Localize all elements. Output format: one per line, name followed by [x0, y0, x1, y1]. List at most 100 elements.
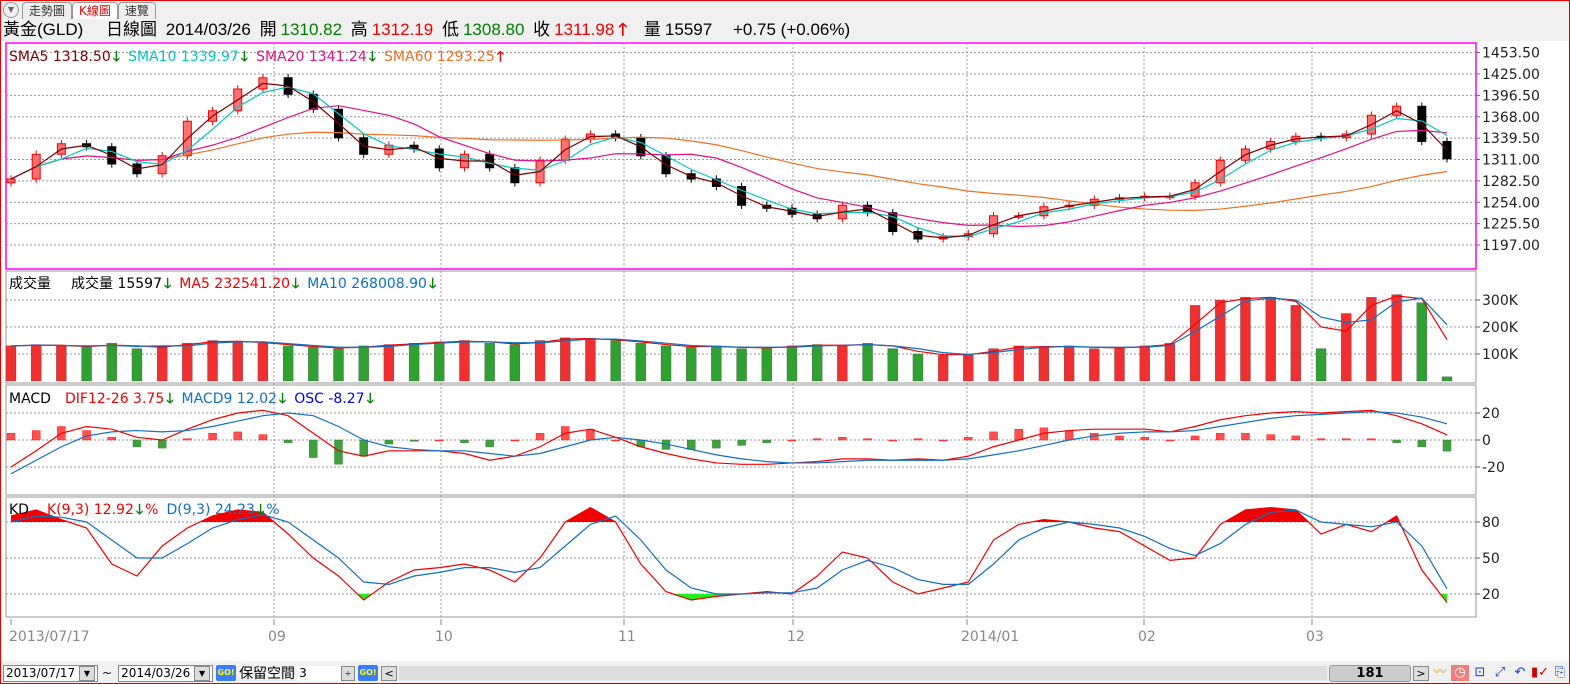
zoom-out-icon[interactable]: ⤢	[1494, 665, 1506, 680]
volume-bar	[81, 347, 92, 382]
reserve-space-stepper[interactable]: ÷	[341, 665, 356, 681]
osc-bar	[762, 439, 771, 443]
indicator-icon[interactable]: ▮✓	[1531, 665, 1550, 680]
price-legend-item: SMA20 1341.24 🡓	[256, 49, 378, 65]
volume-bar	[5, 345, 17, 382]
end-date-input[interactable]: 2014/03/26 ▼	[118, 664, 214, 682]
clock-icon[interactable]: ◷	[1451, 665, 1469, 681]
osc-bar	[309, 439, 318, 458]
date-label: 03	[1306, 629, 1324, 645]
volume-bar	[560, 337, 571, 382]
osc-bar	[183, 438, 192, 441]
price-axis-tick-label: 1453.50	[1482, 46, 1540, 62]
kd-legend-item: D(9,3) 24.23 🡓%	[166, 502, 281, 518]
price-axis-tick-label: 1225.50	[1482, 217, 1540, 233]
osc-bar	[964, 437, 973, 441]
volume-bar	[635, 343, 646, 382]
osc-bar	[1342, 438, 1351, 441]
osc-bar	[283, 439, 293, 443]
tab-trend[interactable]: 走勢圖	[22, 2, 73, 19]
chart-canvas[interactable]: 2013/07/17 09 10 11 12 2014/01 02 03 1453.50 1425…	[1, 41, 1569, 661]
volume-bar	[358, 345, 369, 382]
osc-bar	[31, 430, 41, 441]
go-button[interactable]: GO!	[216, 665, 237, 681]
osc-bar	[838, 437, 847, 441]
date-label: 10	[435, 629, 453, 645]
scroll-left-button[interactable]: <	[381, 665, 398, 681]
volume-bar	[1341, 313, 1352, 382]
osc-bar	[1266, 434, 1275, 441]
tab-overview[interactable]: 速覽	[117, 2, 156, 19]
volume-bar	[232, 341, 243, 382]
period-label: 日線圖	[106, 20, 158, 39]
go-button-2[interactable]: GO!	[358, 665, 379, 681]
volume-bar	[509, 344, 521, 382]
chart-style-icon[interactable]: 〰	[1433, 665, 1447, 680]
osc-bar	[460, 439, 469, 443]
sma60-line	[10, 131, 1448, 211]
kd-legend-label: D(9,3) 24.23	[166, 502, 255, 518]
down-arrow-icon: 🡓	[135, 502, 144, 518]
candle	[6, 178, 16, 184]
osc-bar	[258, 434, 268, 441]
reserve-space-label: 保留空間	[239, 666, 296, 682]
osc-bar	[1140, 437, 1149, 441]
volume-bar	[434, 341, 445, 382]
volume-axis-tick-label: 300K	[1482, 293, 1519, 309]
undo-icon[interactable]: ↶	[1514, 665, 1526, 680]
up-arrow-icon: 🡑	[618, 20, 628, 39]
start-date-input[interactable]: 2013/07/17 ▼	[3, 664, 98, 682]
macd-axis-tick-label: 0	[1482, 433, 1491, 449]
start-date-dropdown-icon[interactable]: ▼	[79, 665, 95, 681]
volume-bar	[1189, 305, 1201, 382]
quote-date: 2014/03/26	[165, 20, 251, 39]
close-value: 1311.98	[554, 20, 615, 39]
volume-bar	[1038, 347, 1050, 382]
reserve-space-input[interactable]: 3	[297, 665, 342, 681]
end-date-dropdown-icon[interactable]: ▼	[194, 665, 211, 681]
volume-bar	[106, 343, 117, 382]
k-line	[10, 506, 1448, 603]
date-range-tilde: ~	[102, 666, 113, 680]
macd-title: MACD	[9, 391, 51, 407]
volume-bar	[1139, 345, 1150, 382]
osc-bar	[737, 439, 746, 446]
osc-bar	[157, 439, 167, 449]
volume-bar	[912, 353, 924, 382]
volume-label: 量	[643, 20, 661, 39]
volume-bar	[585, 338, 596, 382]
macd-line	[10, 411, 1448, 475]
volume-bar	[182, 343, 193, 382]
zoom-in-icon[interactable]: ⊡	[1474, 665, 1486, 680]
macd-legend-label: DIF12-26 3.75	[64, 391, 165, 407]
down-arrow-icon: 🡓	[256, 502, 265, 518]
volume-bar	[1366, 297, 1377, 382]
down-arrow-icon: 🡓	[366, 391, 374, 407]
osc-bar	[384, 439, 394, 445]
volume-bar	[1114, 347, 1125, 382]
osc-bar	[989, 431, 998, 441]
sma5-line	[10, 82, 1448, 239]
volume-bar	[837, 345, 848, 382]
macd-legend-label: OSC -8.27	[294, 391, 365, 407]
k-overbought-fill	[11, 507, 1447, 522]
volume-bar	[761, 347, 772, 382]
price-legend-item: SMA10 1339.97 🡓	[128, 49, 250, 65]
bar-count: 181	[1329, 664, 1411, 682]
scroll-right-button[interactable]: >	[1413, 665, 1429, 681]
osc-bar	[913, 438, 923, 441]
tab-kline[interactable]: K線圖	[72, 2, 118, 19]
kd-legend-label: K(9,3) 12.92	[46, 502, 134, 518]
dropdown-icon[interactable]: ▼	[3, 2, 19, 18]
volume-bar	[1290, 305, 1301, 382]
volume-legend-label: MA5 232541.20	[179, 276, 291, 292]
price-axis-tick-label: 1311.00	[1482, 153, 1540, 169]
osc-bar	[1241, 433, 1250, 441]
horizontal-scrollbar[interactable]	[399, 666, 1327, 680]
osc-bar	[712, 439, 721, 449]
volume-bar	[534, 340, 546, 382]
osc-bar	[1014, 429, 1023, 441]
export-icon[interactable]: ⎘	[1554, 665, 1566, 680]
price-axis-tick-label: 1282.50	[1482, 174, 1540, 190]
